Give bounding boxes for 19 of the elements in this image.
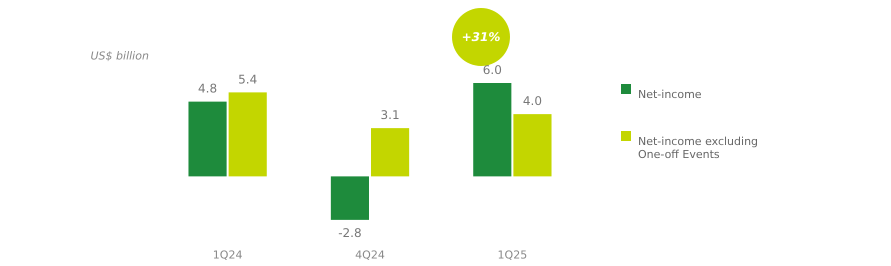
- legend-label: Net-income: [638, 88, 702, 101]
- data-label: 4.0: [522, 94, 542, 108]
- data-label: 4.8: [198, 82, 218, 96]
- y-axis-title: US$ billion: [90, 50, 149, 62]
- data-label: 5.4: [238, 72, 258, 86]
- bar: [371, 128, 410, 176]
- data-label: 3.1: [380, 108, 400, 122]
- x-tick-label: 1Q25: [498, 248, 528, 262]
- text: +31%: [462, 30, 500, 44]
- bar: [513, 114, 552, 176]
- bar: [330, 176, 369, 220]
- bar: [228, 92, 267, 176]
- bar: [473, 83, 512, 176]
- x-tick-label: 4Q24: [355, 248, 385, 262]
- data-label: 6.0: [482, 63, 502, 77]
- legend-label: Net-income excluding One-off Events: [638, 135, 758, 161]
- bar: [188, 102, 227, 176]
- x-tick-label: 1Q24: [212, 248, 242, 262]
- data-label: -2.8: [338, 226, 362, 240]
